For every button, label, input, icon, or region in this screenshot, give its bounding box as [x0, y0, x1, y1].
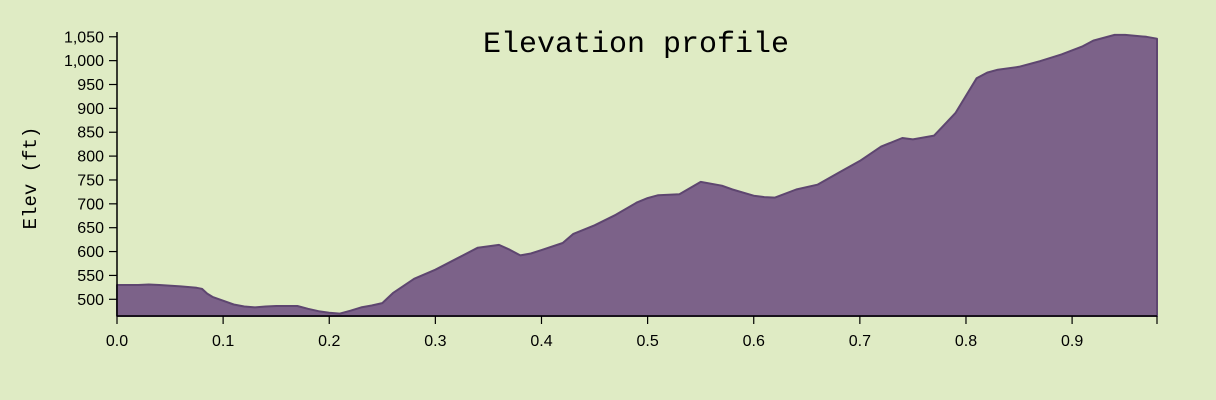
- x-tick-label: 0.0: [106, 333, 128, 350]
- y-axis-label: Elev (ft): [20, 127, 42, 230]
- y-tick-label: 600: [77, 244, 104, 261]
- y-tick-label: 800: [77, 149, 104, 166]
- y-tick-label: 700: [77, 196, 104, 213]
- y-tick-label: 500: [77, 292, 104, 309]
- x-tick-label: 0.3: [424, 333, 446, 350]
- x-tick-label: 0.5: [636, 333, 658, 350]
- y-tick-label: 750: [77, 172, 104, 189]
- y-tick-label: 900: [77, 101, 104, 118]
- y-tick-label: 550: [77, 268, 104, 285]
- x-tick-label: 0.2: [318, 333, 340, 350]
- x-tick-label: 0.4: [530, 333, 552, 350]
- y-tick-label: 1,000: [64, 53, 104, 70]
- y-axis: 500 550 600 650 700 750 800 850 900 950 1,000 1,050: [64, 29, 118, 316]
- x-axis: 0.0 0.1 0.2 0.3 0.4 0.5 0.6 0.7 0.8 0.9: [106, 315, 1158, 350]
- x-tick-label: 0.1: [212, 333, 234, 350]
- y-tick-label: 950: [77, 77, 104, 94]
- plot-area: [116, 33, 1158, 317]
- x-tick-label: 0.8: [955, 333, 977, 350]
- chart-title: Elevation profile: [483, 28, 789, 62]
- elevation-area: [116, 33, 1158, 317]
- x-tick-label: 0.9: [1061, 333, 1083, 350]
- y-tick-label: 850: [77, 125, 104, 142]
- x-tick-label: 0.6: [743, 333, 765, 350]
- x-tick-label: 0.7: [849, 333, 871, 350]
- y-tick-label: 1,050: [64, 29, 104, 46]
- y-tick-label: 650: [77, 220, 104, 237]
